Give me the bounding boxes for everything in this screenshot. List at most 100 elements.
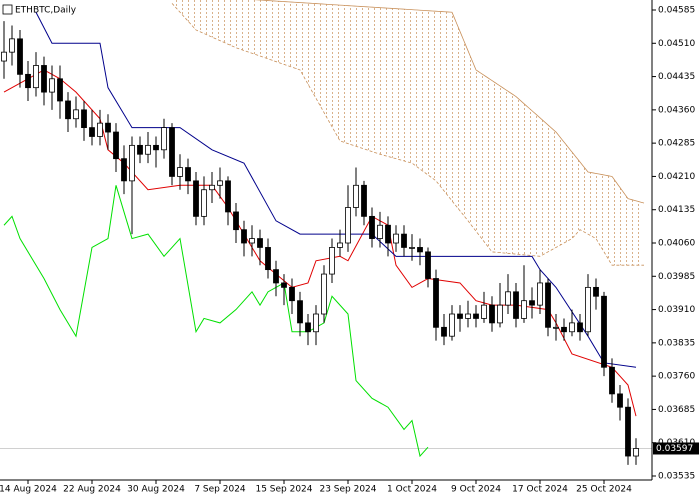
candle-body <box>465 313 471 319</box>
x-tick-label: 7 Sep 2024 <box>194 485 246 495</box>
candle-body <box>9 38 15 53</box>
y-tick-label: 0.03685 <box>658 405 695 415</box>
candle-body <box>385 224 391 244</box>
x-tick-label: 23 Sep 2024 <box>319 485 376 495</box>
y-tick-label: 0.04060 <box>658 239 695 249</box>
x-tick-label: 30 Aug 2024 <box>127 485 185 495</box>
candle-body <box>497 304 503 324</box>
candle-body <box>481 304 487 319</box>
candle-body <box>153 144 159 151</box>
candle-body <box>545 282 551 328</box>
cloud-upper-line <box>252 0 645 204</box>
x-tick-label: 22 Aug 2024 <box>63 485 121 495</box>
candle-body <box>137 144 143 155</box>
indicator-line <box>3 185 429 458</box>
y-tick-label: 0.04285 <box>658 139 695 149</box>
candle-body <box>273 269 279 284</box>
y-tick-label: 0.04360 <box>658 105 695 115</box>
y-tick-label: 0.03985 <box>658 272 695 282</box>
x-tick-label: 15 Sep 2024 <box>255 485 312 495</box>
candle-body <box>433 278 439 328</box>
candle-body <box>17 38 23 75</box>
candle-body <box>489 304 495 324</box>
candle-body <box>633 448 639 457</box>
candle-body <box>625 406 631 457</box>
candle-body <box>393 233 399 244</box>
candle-body <box>177 167 183 177</box>
candle-body <box>585 286 591 333</box>
indicator-line <box>35 11 637 368</box>
candle-body <box>41 65 47 93</box>
plot-area <box>0 0 652 465</box>
candle-body <box>209 184 215 191</box>
candle-body <box>553 326 559 329</box>
candle-body <box>233 211 239 231</box>
candle-body <box>97 122 103 137</box>
y-tick-label: 0.04435 <box>658 72 695 82</box>
candle-body <box>313 313 319 333</box>
candle-body <box>57 78 63 102</box>
candle-body <box>49 78 55 93</box>
title-icon <box>2 4 13 15</box>
candle-body <box>425 251 431 279</box>
candle-body <box>145 144 151 155</box>
candle-body <box>345 207 351 244</box>
candle-body <box>25 73 31 89</box>
candle-body <box>409 247 415 249</box>
candle-body <box>281 282 287 288</box>
y-tick-label: 0.04510 <box>658 39 695 49</box>
candle-body <box>473 313 479 319</box>
candle-body <box>33 65 39 89</box>
cloud-lower-line <box>171 3 644 266</box>
x-tick-label: 25 Oct 2024 <box>576 485 632 495</box>
x-tick-label: 1 Oct 2024 <box>387 485 437 495</box>
candle-body <box>321 273 327 315</box>
price-label: 0.03597 <box>656 444 693 454</box>
candle-body <box>369 215 375 239</box>
candle-body <box>329 247 335 275</box>
candle-body <box>569 322 575 333</box>
candle-body <box>561 326 567 333</box>
candle-body <box>201 189 207 217</box>
indicator-line <box>3 69 637 417</box>
y-tick-label: 0.03760 <box>658 372 695 382</box>
candle-body <box>593 286 599 297</box>
candle-body <box>401 233 407 248</box>
candle-body <box>609 366 615 395</box>
candle-body <box>577 322 583 333</box>
candle-body <box>505 291 511 306</box>
candle-body <box>169 127 175 177</box>
candle-body <box>265 247 271 271</box>
candle-body <box>529 300 535 306</box>
y-tick-label: 0.04210 <box>658 172 695 182</box>
candle-body <box>113 131 119 160</box>
candle-body <box>337 242 343 248</box>
candle-body <box>217 180 223 186</box>
candle-body <box>121 158 127 182</box>
candle-body <box>105 122 111 133</box>
y-tick-label: 0.03910 <box>658 305 695 315</box>
candle-body <box>81 109 87 129</box>
candle-body <box>361 184 367 217</box>
candle-body <box>441 326 447 337</box>
price-label-box <box>653 442 699 455</box>
title-group: ETHBTC,Daily <box>2 4 77 16</box>
candle-body <box>193 180 199 217</box>
candle-body <box>537 282 543 306</box>
candle-body <box>353 184 359 208</box>
candle-body <box>377 224 383 239</box>
candle-body <box>617 393 623 408</box>
candle-body <box>289 286 295 302</box>
candle-body <box>417 247 423 253</box>
candle-body <box>601 295 607 368</box>
candle-body <box>257 238 263 248</box>
x-tick-label: 14 Aug 2024 <box>0 485 57 495</box>
x-tick-label: 17 Oct 2024 <box>512 485 568 495</box>
y-tick-label: 0.04135 <box>658 205 695 215</box>
chart-title: ETHBTC,Daily <box>15 6 77 16</box>
y-tick-label: 0.04585 <box>658 6 695 16</box>
candle-body <box>65 100 71 120</box>
candle-body <box>129 144 135 182</box>
candle-body <box>297 300 303 324</box>
